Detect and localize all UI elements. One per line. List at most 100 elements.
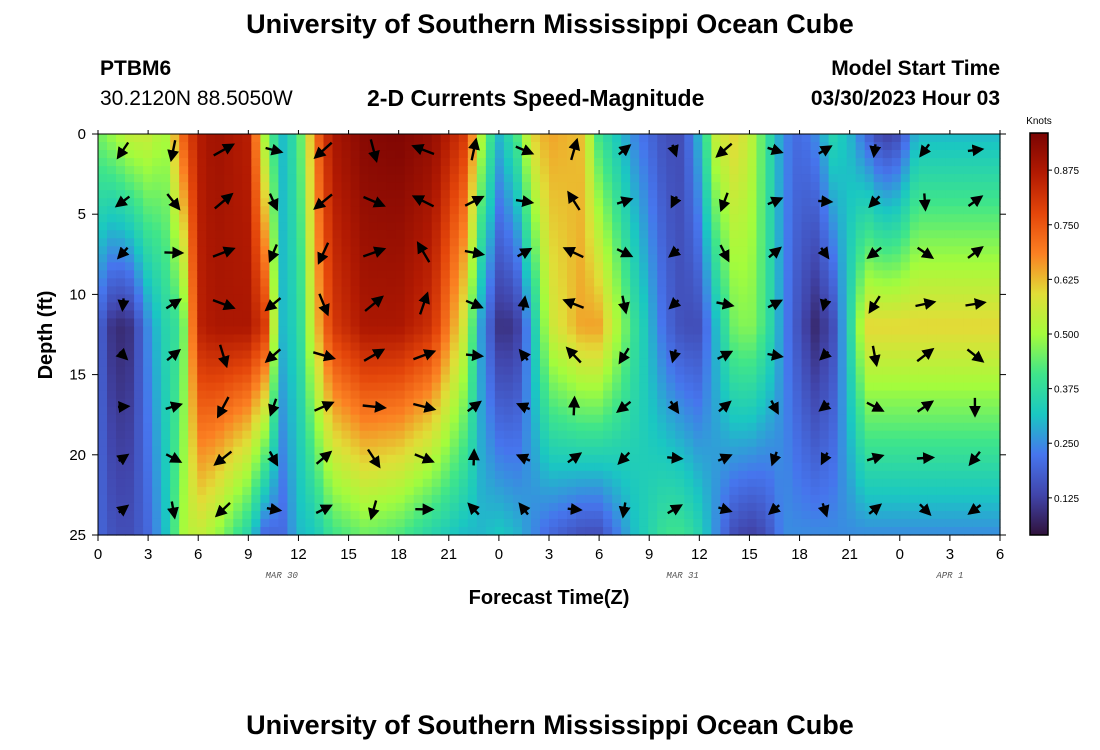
heatmap-cell <box>711 206 721 215</box>
heatmap-cell <box>251 310 261 320</box>
heatmap-cell <box>576 462 586 472</box>
heatmap-cell <box>792 214 803 223</box>
heatmap-cell <box>594 390 604 400</box>
heatmap-cell <box>98 254 108 263</box>
heatmap-cell <box>873 390 884 400</box>
heatmap-cell <box>386 294 397 304</box>
heatmap-cell <box>377 310 388 320</box>
heatmap-cell <box>350 206 361 215</box>
heatmap-cell <box>323 246 334 255</box>
heatmap-cell <box>341 190 352 199</box>
heatmap-cell <box>368 486 379 496</box>
heatmap-cell <box>170 190 180 199</box>
heatmap-cell <box>467 222 478 231</box>
heatmap-cell <box>666 326 676 336</box>
heatmap-cell <box>945 150 956 159</box>
heatmap-cell <box>332 502 343 512</box>
heatmap-cell <box>702 134 712 143</box>
heatmap-cell <box>539 174 550 183</box>
heatmap-cell <box>188 150 198 159</box>
heatmap-cell <box>801 222 812 231</box>
heatmap-cell <box>945 398 956 408</box>
heatmap-cell <box>828 326 839 336</box>
heatmap-cell <box>927 278 938 287</box>
heatmap-cell <box>170 478 180 488</box>
heatmap-cell <box>440 254 451 263</box>
heatmap-cell <box>972 342 983 352</box>
heatmap-cell <box>621 206 631 215</box>
heatmap-cell <box>666 366 676 376</box>
heatmap-cell <box>395 318 406 328</box>
heatmap-cell <box>422 438 433 448</box>
heatmap-cell <box>630 446 640 456</box>
heatmap-cell <box>269 182 279 191</box>
heatmap-cell <box>945 342 956 352</box>
heatmap-cell <box>242 486 252 496</box>
heatmap-cell <box>422 286 433 295</box>
heatmap-cell <box>377 374 388 384</box>
heatmap-cell <box>188 214 198 223</box>
heatmap-cell <box>657 350 667 360</box>
heatmap-cell <box>639 478 649 488</box>
heatmap-cell <box>846 158 857 167</box>
heatmap-cell <box>332 222 343 231</box>
heatmap-cell <box>711 462 721 472</box>
heatmap-cell <box>296 262 307 271</box>
heatmap-cell <box>431 294 442 304</box>
heatmap-cell <box>107 142 117 151</box>
heatmap-cell <box>756 318 767 328</box>
heatmap-cell <box>864 494 875 504</box>
heatmap-cell <box>251 406 261 416</box>
heatmap-cell <box>431 430 442 440</box>
heatmap-cell <box>828 366 839 376</box>
heatmap-cell <box>332 430 343 440</box>
heatmap-cell <box>251 510 261 520</box>
heatmap-cell <box>242 342 252 352</box>
heatmap-cell <box>990 390 1001 400</box>
heatmap-cell <box>188 270 198 279</box>
heatmap-cell <box>702 350 712 360</box>
heatmap-cell <box>422 430 433 440</box>
heatmap-cell <box>972 254 983 263</box>
heatmap-cell <box>386 358 397 368</box>
heatmap-cell <box>855 262 866 271</box>
heatmap-cell <box>612 350 622 360</box>
heatmap-cell <box>612 278 622 287</box>
heatmap-cell <box>963 494 974 504</box>
heatmap-cell <box>657 494 667 504</box>
heatmap-cell <box>125 150 135 159</box>
heatmap-cell <box>558 430 568 440</box>
heatmap-cell <box>449 262 460 271</box>
heatmap-cell <box>900 254 911 263</box>
heatmap-cell <box>170 270 180 279</box>
heatmap-cell <box>873 166 884 175</box>
heatmap-cell <box>612 438 622 448</box>
heatmap-cell <box>323 486 334 496</box>
heatmap-cell <box>783 438 794 448</box>
heatmap-cell <box>125 414 135 424</box>
heatmap-cell <box>359 382 370 392</box>
heatmap-cell <box>359 366 370 376</box>
heatmap-cell <box>305 502 316 512</box>
heatmap-cell <box>630 334 640 344</box>
heatmap-cell <box>837 350 848 360</box>
heatmap-cell <box>116 222 126 231</box>
heatmap-cell <box>774 286 785 295</box>
heatmap-cell <box>494 294 505 304</box>
heatmap-cell <box>530 294 541 304</box>
heatmap-cell <box>404 286 415 295</box>
heatmap-cell <box>197 438 207 448</box>
heatmap-cell <box>783 166 794 175</box>
heatmap-cell <box>494 454 505 464</box>
heatmap-cell <box>603 374 613 384</box>
heatmap-cell <box>918 230 929 239</box>
heatmap-cell <box>359 158 370 167</box>
heatmap-cell <box>711 366 721 376</box>
heatmap-cell <box>702 374 712 384</box>
heatmap-cell <box>143 334 153 344</box>
heatmap-cell <box>494 374 505 384</box>
heatmap-cell <box>359 398 370 408</box>
heatmap-cell <box>197 518 207 528</box>
heatmap-cell <box>350 254 361 263</box>
heatmap-cell <box>107 406 117 416</box>
